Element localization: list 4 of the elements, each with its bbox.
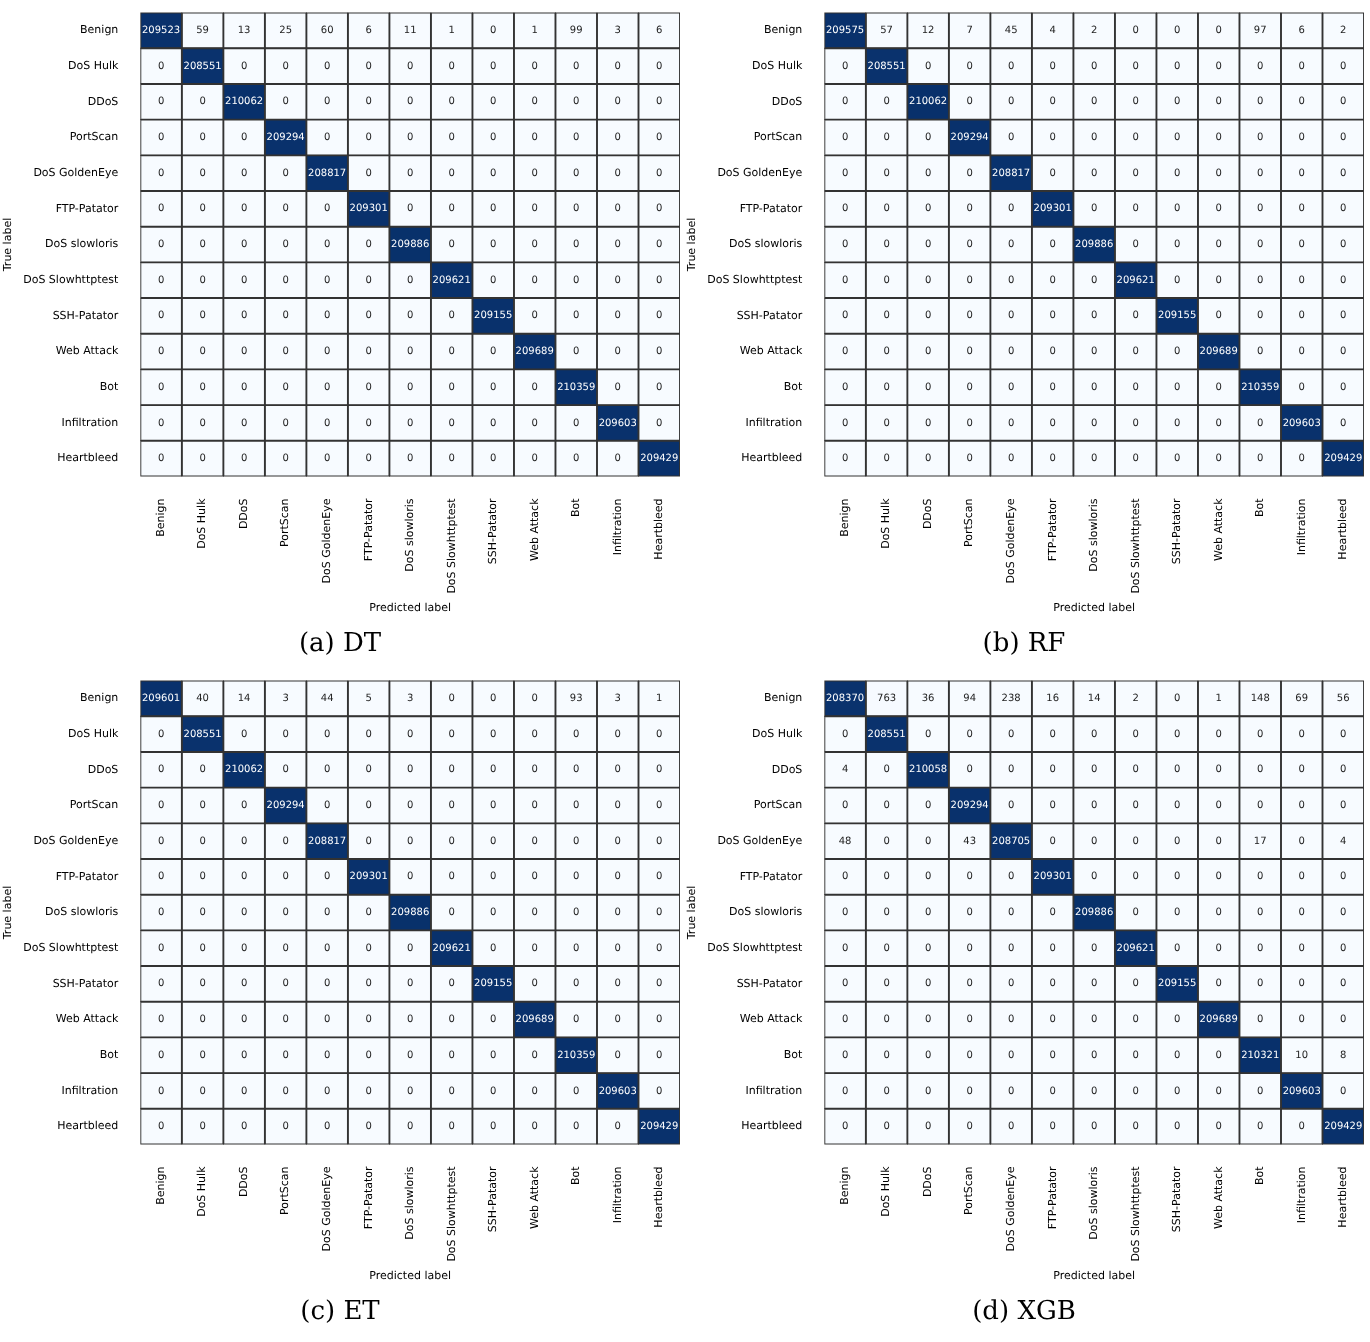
text: (b) RF bbox=[982, 629, 1066, 660]
text: (a) DT bbox=[298, 629, 382, 660]
text: (d) XGB bbox=[972, 1297, 1076, 1328]
text: (c) ET bbox=[300, 1297, 381, 1328]
